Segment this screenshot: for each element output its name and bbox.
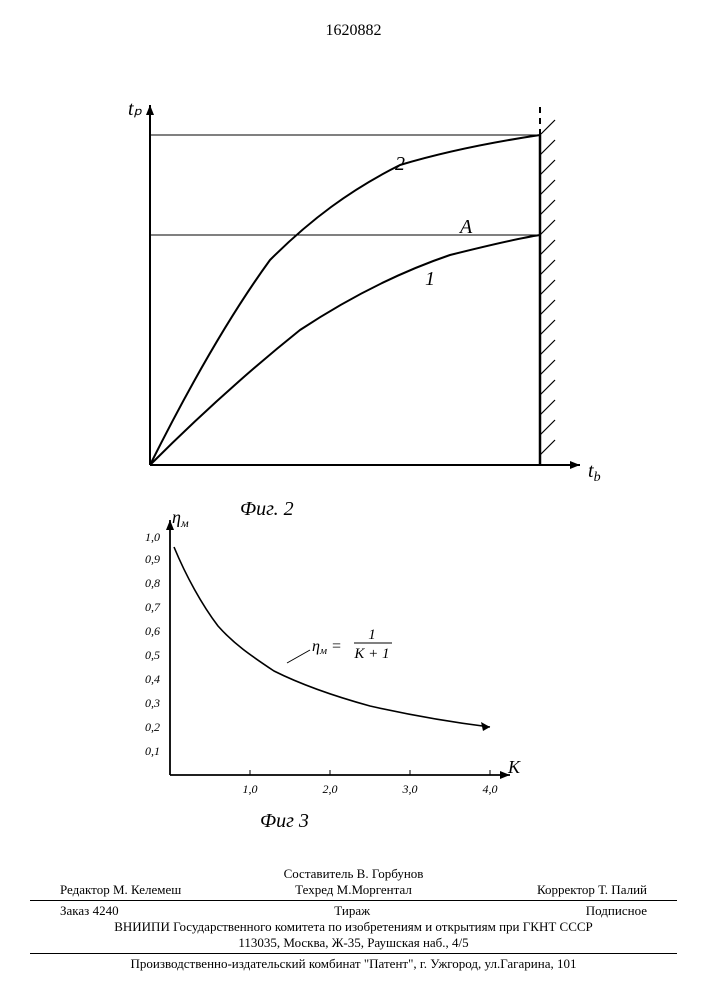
corrector-name: Т. Палий <box>598 882 647 897</box>
fig2-curve1-label: 1 <box>425 268 435 290</box>
svg-text:1,0: 1,0 <box>145 530 160 544</box>
svg-text:0,8: 0,8 <box>145 576 160 590</box>
fig2-curve2-label: 2 <box>395 153 405 175</box>
techred-label: Техред <box>295 882 333 897</box>
compiler-name: В. Горбунов <box>357 866 424 881</box>
svg-text:0,9: 0,9 <box>145 552 160 566</box>
svg-text:2,0: 2,0 <box>323 782 338 796</box>
svg-text:1,0: 1,0 <box>243 782 258 796</box>
editor-name: М. Келемеш <box>113 882 181 897</box>
svg-text:0,3: 0,3 <box>145 696 160 710</box>
fig3-xticks: 1,0 2,0 3,0 4,0 <box>243 782 498 796</box>
org-line2: 113035, Москва, Ж-35, Раушская наб., 4/5 <box>0 935 707 951</box>
editor-label: Редактор <box>60 882 110 897</box>
fig3-y-label: ηм <box>172 507 189 530</box>
fig2-curve-1 <box>150 235 540 465</box>
svg-text:4,0: 4,0 <box>483 782 498 796</box>
figure-2: tₚ tb A 1 2 <box>90 85 610 505</box>
org-line1: ВНИИПИ Государственного комитета по изоб… <box>0 919 707 935</box>
corrector-label: Корректор <box>537 882 595 897</box>
svg-text:0,1: 0,1 <box>145 744 160 758</box>
techred-name: М.Моргентал <box>337 882 412 897</box>
fig3-caption: Фиг 3 <box>260 810 309 833</box>
svg-text:0,6: 0,6 <box>145 624 160 638</box>
svg-text:3,0: 3,0 <box>402 782 418 796</box>
footer-block: Редактор М. Келемеш Составитель В. Горбу… <box>0 866 707 972</box>
fig2-label-A: A <box>458 216 473 238</box>
page-number: 1620882 <box>0 22 707 40</box>
signed-label: Подписное <box>586 903 647 919</box>
figure-3: 0,1 0,2 0,3 0,4 0,5 0,6 0,7 0,8 0,9 1,0 … <box>100 505 540 815</box>
fig3-yticks: 0,1 0,2 0,3 0,4 0,5 0,6 0,7 0,8 0,9 1,0 <box>145 530 161 758</box>
fig2-x-label: tb <box>588 460 601 485</box>
tirazh-label: Тираж <box>334 903 370 919</box>
compiler-label: Составитель <box>284 866 354 881</box>
fig3-curve <box>174 547 490 727</box>
fig2-y-label: tₚ <box>128 98 143 120</box>
fig3-x-label: K <box>507 757 521 777</box>
svg-text:0,2: 0,2 <box>145 720 160 734</box>
fig3-formula: ηм = 1 K + 1 <box>312 627 392 662</box>
svg-text:ηм =: ηм = <box>312 638 342 657</box>
svg-text:0,4: 0,4 <box>145 672 160 686</box>
order-num: 4240 <box>93 903 119 918</box>
order-label: Заказ <box>60 903 89 918</box>
fig2-curve-2 <box>150 135 540 465</box>
svg-text:0,7: 0,7 <box>145 600 161 614</box>
prod-line: Производственно-издательский комбинат "П… <box>0 956 707 972</box>
svg-text:1: 1 <box>368 627 376 643</box>
svg-text:0,5: 0,5 <box>145 648 160 662</box>
svg-text:K + 1: K + 1 <box>353 646 389 662</box>
